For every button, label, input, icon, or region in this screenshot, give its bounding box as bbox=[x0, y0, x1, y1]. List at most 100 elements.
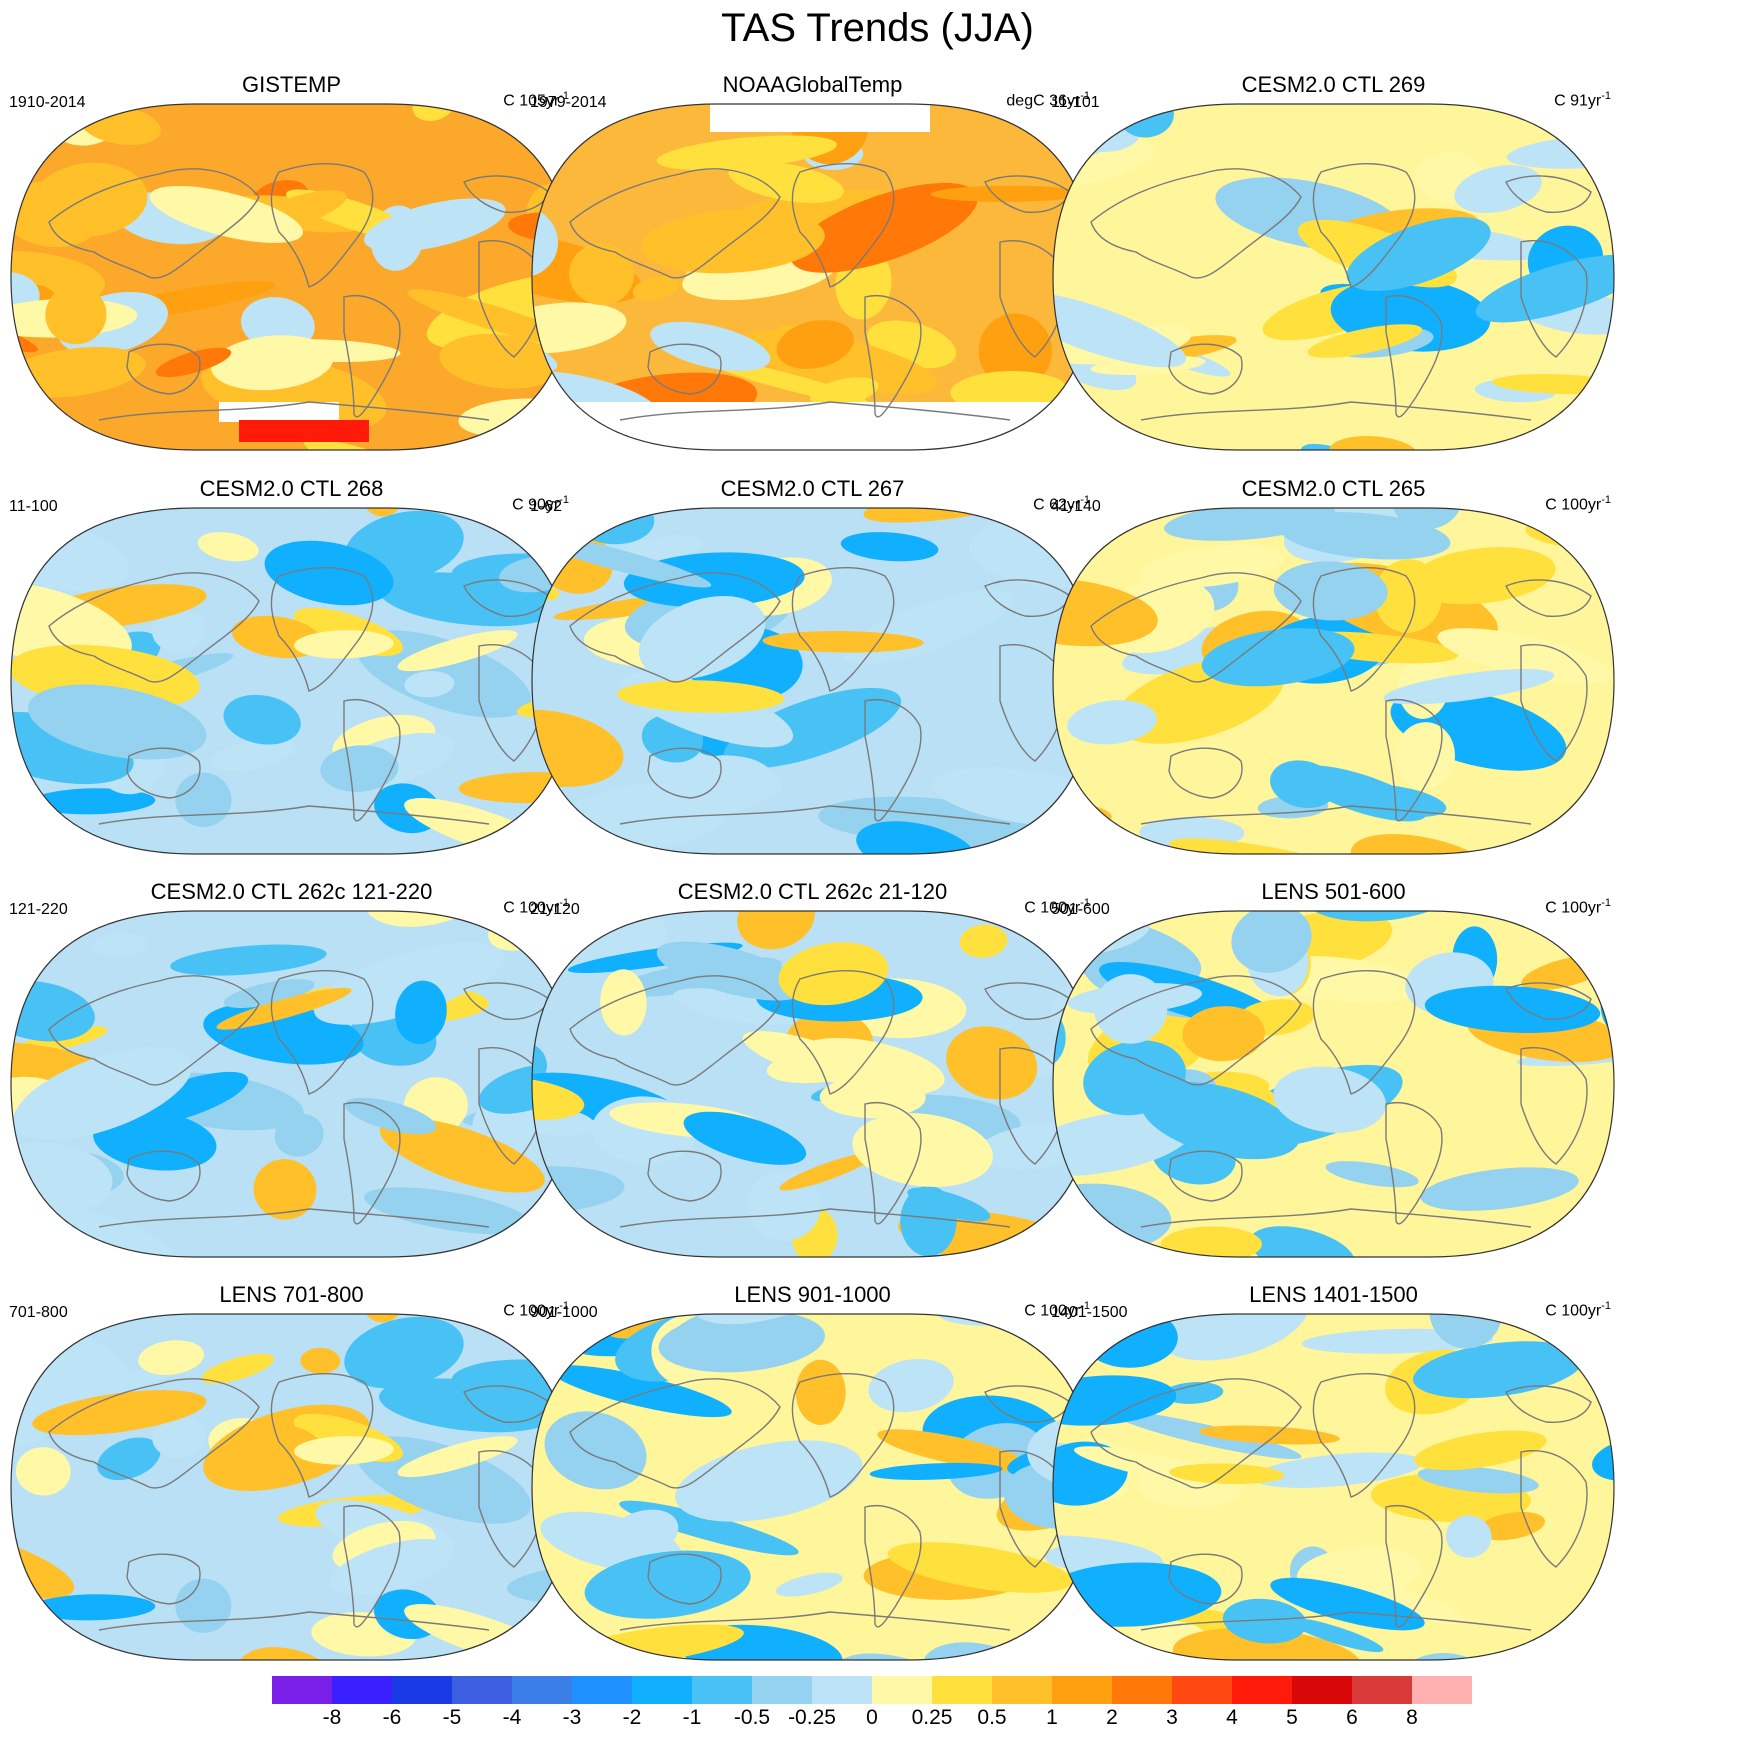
map-panel: LENS 501-600 501-600 C 100yr-1 bbox=[1042, 879, 1625, 1274]
colorbar-box bbox=[632, 1676, 692, 1704]
trend-contour bbox=[1414, 1430, 1547, 1471]
trend-contour bbox=[1287, 1617, 1384, 1653]
panel-period: 21-120 bbox=[530, 901, 580, 918]
trend-contour bbox=[1155, 1314, 1309, 1361]
panel-units: C 105yr-1 bbox=[503, 90, 569, 110]
trend-contour bbox=[253, 1159, 317, 1220]
trend-contour bbox=[1412, 1341, 1584, 1399]
trend-contour bbox=[210, 335, 334, 391]
trend-contour bbox=[950, 370, 1068, 413]
trend-contour bbox=[155, 347, 232, 378]
map-panel: LENS 701-800 701-800 C 100yr-1 bbox=[0, 1282, 583, 1677]
colorbar-tick-label: 0.5 bbox=[977, 1706, 1007, 1729]
trend-contour bbox=[1477, 1511, 1545, 1541]
trend-contour bbox=[1231, 911, 1312, 973]
trend-contour bbox=[97, 1437, 161, 1481]
coastline bbox=[619, 1208, 1011, 1228]
map-panel: CESM2.0 CTL 268 11-100 C 90yr-1 bbox=[0, 476, 583, 871]
colorbar-tick-label: -6 bbox=[382, 1706, 402, 1729]
colorbar-box bbox=[1352, 1676, 1412, 1704]
trend-contour bbox=[840, 532, 939, 562]
colorbar-box bbox=[512, 1676, 572, 1704]
trend-contour bbox=[762, 631, 924, 653]
trend-contour bbox=[15, 1447, 71, 1496]
panel-title: LENS 901-1000 bbox=[734, 1282, 891, 1307]
trend-contour bbox=[1140, 1082, 1300, 1160]
trend-contour bbox=[1172, 1627, 1362, 1660]
trend-contour bbox=[868, 1358, 954, 1413]
colorbar-box bbox=[1412, 1676, 1472, 1704]
coastline bbox=[1168, 747, 1243, 799]
trend-contour bbox=[531, 1077, 585, 1121]
panel-period: 121-220 bbox=[9, 901, 68, 918]
trend-contour bbox=[1182, 1006, 1265, 1062]
coastline bbox=[647, 343, 722, 395]
trend-contour bbox=[404, 670, 455, 698]
trend-contour bbox=[1437, 628, 1613, 685]
panel-title: GISTEMP bbox=[241, 72, 341, 97]
panel-period: 1401-1500 bbox=[1051, 1304, 1128, 1321]
map-field bbox=[10, 910, 573, 1258]
trend-contour bbox=[946, 1026, 1038, 1100]
map-panel: NOAAGlobalTemp 1979-2014 degC 36yr-1 bbox=[521, 72, 1104, 467]
trend-contour bbox=[1273, 561, 1388, 621]
panel-units: C 100yr-1 bbox=[1024, 897, 1090, 917]
trend-contour bbox=[364, 1187, 533, 1235]
panel-units: C 90yr-1 bbox=[512, 494, 569, 514]
trend-contour bbox=[978, 313, 1052, 389]
trend-contour bbox=[32, 1390, 207, 1436]
trend-contour bbox=[30, 1594, 156, 1621]
trend-contour bbox=[293, 1436, 394, 1465]
colorbar-tick-label: 0 bbox=[866, 1706, 878, 1729]
coastline bbox=[569, 975, 781, 1086]
trend-contour bbox=[10, 980, 95, 1042]
trend-contour bbox=[1138, 544, 1285, 588]
trend-contour bbox=[170, 944, 327, 976]
trend-contour bbox=[683, 1111, 807, 1165]
map-panel: LENS 1401-1500 1401-1500 C 100yr-1 bbox=[1042, 1282, 1625, 1677]
coastline bbox=[1140, 1611, 1532, 1631]
trend-contour bbox=[1294, 765, 1427, 822]
trend-contour bbox=[1417, 1466, 1539, 1494]
trend-contour bbox=[1252, 1452, 1423, 1488]
colorbar-box bbox=[692, 1676, 752, 1704]
trend-contour bbox=[632, 275, 680, 301]
trend-contour bbox=[1169, 838, 1357, 854]
panel-period: 41-140 bbox=[1051, 498, 1101, 515]
trend-contour bbox=[152, 1416, 206, 1458]
trend-contour bbox=[907, 1187, 991, 1222]
coastline bbox=[270, 163, 374, 288]
coastline bbox=[270, 1373, 374, 1498]
coastline bbox=[126, 1150, 201, 1202]
panel-units: C 100yr-1 bbox=[1545, 897, 1611, 917]
trend-contour bbox=[1424, 985, 1601, 1034]
trend-contour bbox=[45, 285, 107, 345]
map-panel: CESM2.0 CTL 262c 21-120 21-120 C 100yr-1 bbox=[521, 879, 1104, 1274]
coastline bbox=[270, 970, 374, 1095]
colorbar-tick-label: -2 bbox=[622, 1706, 642, 1729]
trend-contour bbox=[869, 1462, 1003, 1480]
coastline bbox=[1090, 168, 1302, 279]
colorbar-tick-label: 6 bbox=[1346, 1706, 1358, 1729]
colorbar-tick-label: -0.5 bbox=[733, 1706, 771, 1729]
colorbar-tick-label: -3 bbox=[562, 1706, 582, 1729]
map-field bbox=[531, 1313, 1094, 1661]
map-panel: LENS 901-1000 901-1000 C 100yr-1 bbox=[521, 1282, 1104, 1677]
trend-contour bbox=[737, 911, 815, 950]
trend-contour bbox=[223, 694, 301, 745]
trend-contour bbox=[10, 1204, 21, 1257]
colorbar-tick-label: -4 bbox=[502, 1706, 522, 1729]
trend-contour bbox=[216, 987, 352, 1030]
trend-contour bbox=[345, 1097, 437, 1135]
colorbar-tick-label: 3 bbox=[1166, 1706, 1178, 1729]
coastline bbox=[1168, 343, 1243, 395]
trend-contour bbox=[363, 198, 506, 252]
trend-contour bbox=[531, 302, 627, 354]
coastline bbox=[1505, 1385, 1592, 1424]
trend-contour bbox=[1383, 669, 1555, 705]
trend-contour bbox=[1094, 974, 1168, 1044]
trend-contour bbox=[138, 1340, 205, 1375]
colorbar-box bbox=[992, 1676, 1052, 1704]
trend-contour bbox=[320, 745, 399, 792]
colorbar-box bbox=[332, 1676, 392, 1704]
